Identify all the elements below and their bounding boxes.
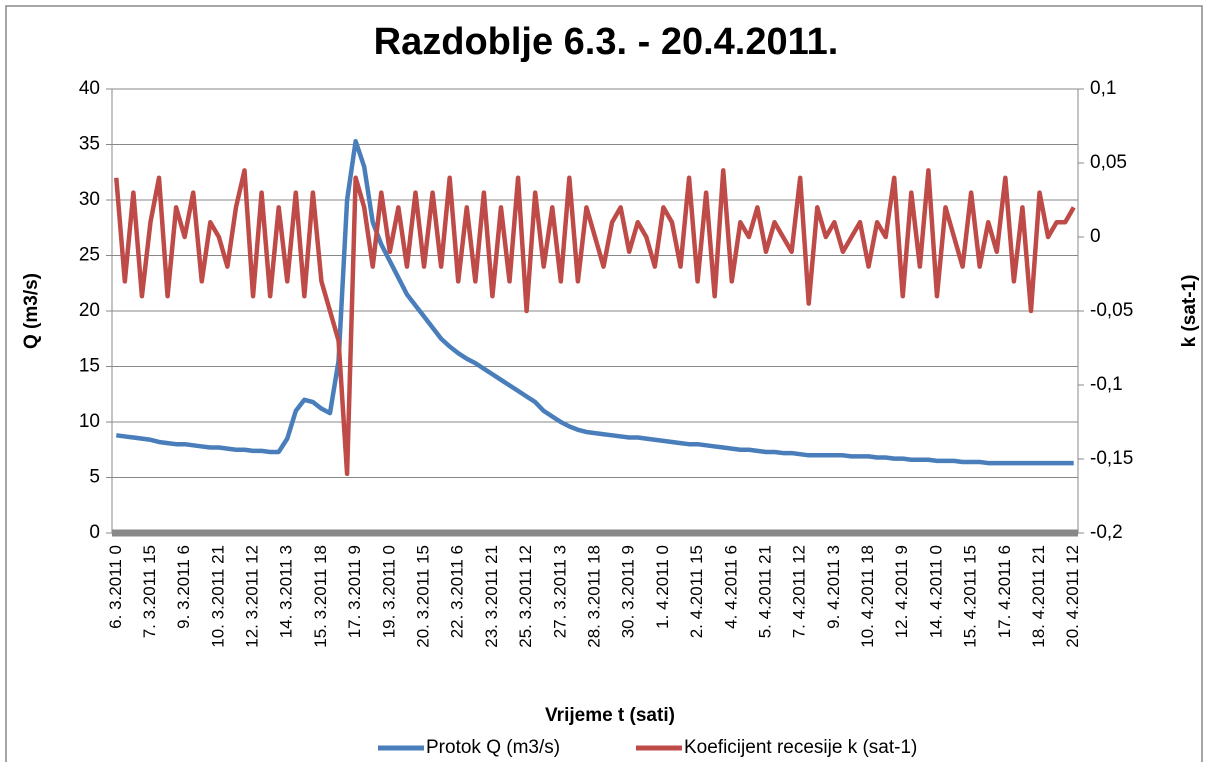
x-tick-label: 17. 3.2011 9 <box>345 545 364 638</box>
y-tick-label: 5 <box>89 467 100 488</box>
legend-label: Koeficijent recesije k (sat-1) <box>684 737 917 758</box>
y-tick-label: 35 <box>79 134 100 155</box>
x-axis-title: Vrijeme t (sati) <box>545 705 675 726</box>
y2-tick-label: 0 <box>1090 226 1101 247</box>
x-tick-label: 12. 3.2011 12 <box>243 545 262 648</box>
y-axis-title: Q (m3/s) <box>21 273 42 349</box>
chart-border <box>5 5 1203 762</box>
x-tick-label: 15. 4.2011 15 <box>961 545 980 648</box>
x-tick-label: 6. 3.2011 0 <box>106 545 125 629</box>
x-tick-label: 20. 4.2011 12 <box>1063 545 1082 648</box>
y2-axis-title: k (sat-1) <box>1179 275 1200 348</box>
x-tick-label: 15. 3.2011 18 <box>311 545 330 648</box>
y-tick-label: 25 <box>79 245 100 266</box>
y-tick-label: 15 <box>79 356 100 377</box>
y-tick-label: 20 <box>79 300 100 321</box>
y2-tick-label: -0,15 <box>1090 448 1133 469</box>
x-tick-label: 14. 3.2011 3 <box>277 545 296 638</box>
y-tick-label: 0 <box>89 522 100 543</box>
x-tick-label: 7. 3.2011 15 <box>140 545 159 638</box>
x-tick-label: 18. 4.2011 21 <box>1029 545 1048 648</box>
y2-tick-label: 0,05 <box>1090 152 1127 173</box>
y2-tick-label: -0,05 <box>1090 300 1133 321</box>
y-tick-label: 10 <box>79 411 100 432</box>
y2-tick-label: -0,1 <box>1090 374 1123 395</box>
series-line <box>115 138 1074 466</box>
y-tick-label: 40 <box>79 78 100 99</box>
x-tick-label: 5. 4.2011 21 <box>755 545 774 638</box>
x-tick-label: 12. 4.2011 9 <box>892 545 911 638</box>
chart-title: Razdoblje 6.3. - 20.4.2011. <box>374 21 839 63</box>
x-tick-label: 10. 3.2011 21 <box>208 545 227 648</box>
legend-label: Protok Q (m3/s) <box>426 737 560 758</box>
x-tick-label: 2. 4.2011 15 <box>687 545 706 638</box>
x-tick-label: 14. 4.2011 0 <box>926 545 945 638</box>
x-tick-label: 7. 4.2011 12 <box>790 545 809 638</box>
x-tick-label: 1. 4.2011 0 <box>653 545 672 629</box>
x-tick-label: 4. 4.2011 6 <box>721 545 740 629</box>
x-tick-label: 17. 4.2011 6 <box>995 545 1014 638</box>
y2-tick-label: -0,2 <box>1090 522 1123 543</box>
y2-tick-label: 0,1 <box>1090 78 1116 99</box>
series-line <box>114 168 1076 477</box>
x-tick-label: 25. 3.2011 12 <box>516 545 535 648</box>
x-tick-label: 10. 4.2011 18 <box>858 545 877 648</box>
x-tick-label: 20. 3.2011 15 <box>414 545 433 648</box>
x-tick-label: 23. 3.2011 21 <box>482 545 501 648</box>
x-tick-label: 30. 3.2011 9 <box>619 545 638 638</box>
x-tick-label: 9. 3.2011 6 <box>174 545 193 629</box>
x-tick-label: 19. 3.2011 0 <box>379 545 398 638</box>
x-tick-label: 9. 4.2011 3 <box>824 545 843 629</box>
x-tick-label: 22. 3.2011 6 <box>448 545 467 638</box>
y-tick-label: 30 <box>79 189 100 210</box>
x-tick-label: 27. 3.2011 3 <box>550 545 569 638</box>
x-tick-label: 28. 3.2011 18 <box>584 545 603 648</box>
